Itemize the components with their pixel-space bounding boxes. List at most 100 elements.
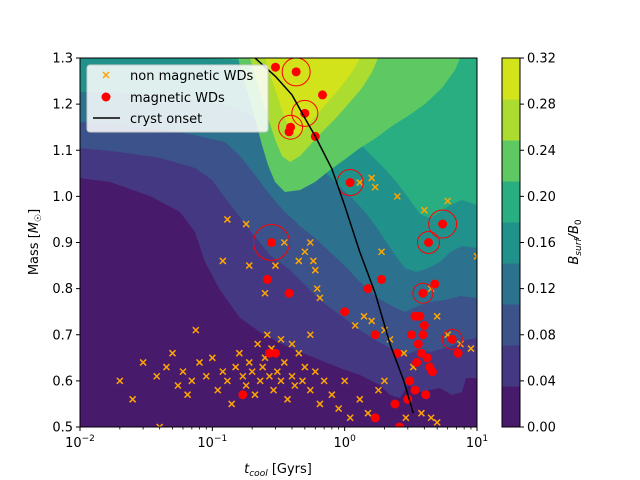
- non-magnetic-wd-point: [288, 372, 296, 380]
- colorbar-tick-label: 0.32: [527, 52, 556, 67]
- non-magnetic-wd-point: [265, 372, 273, 380]
- non-magnetic-wd-point: [335, 405, 343, 413]
- non-magnetic-wd-point: [341, 377, 349, 385]
- y-tick-label: 0.7: [52, 328, 73, 343]
- non-magnetic-wd-point: [473, 252, 477, 260]
- non-magnetic-wd-point: [316, 400, 324, 408]
- magnetic-wd-point: [345, 178, 355, 188]
- magnetic-wd-point: [413, 339, 423, 349]
- magnetic-wd-ring: [281, 58, 311, 87]
- magnetic-wd-point: [395, 422, 405, 427]
- colorbar-tick-label: 0.04: [527, 374, 556, 389]
- magnetic-wd-point: [407, 330, 417, 340]
- y-axis-label: Mass [M☉]: [27, 209, 44, 275]
- y-tick-label: 1.0: [52, 190, 73, 205]
- magnetic-wd-point: [422, 353, 432, 363]
- magnetic-wd-ring: [278, 114, 304, 140]
- cryst-onset-line: [254, 58, 415, 414]
- colorbar-segment: [502, 345, 520, 387]
- non-magnetic-wd-point: [245, 358, 253, 366]
- magnetic-wd-point: [405, 376, 415, 386]
- non-magnetic-wd-point: [427, 414, 435, 422]
- non-magnetic-wd-point: [239, 372, 247, 380]
- colorbar-segment: [502, 386, 520, 428]
- magnetic-wd-point: [363, 284, 373, 294]
- y-tick-label: 0.9: [52, 236, 73, 251]
- non-magnetic-wd-point: [356, 179, 364, 187]
- non-magnetic-wd-point: [351, 321, 359, 330]
- magnetic-wd-point: [267, 238, 277, 247]
- non-magnetic-wd-point: [346, 414, 354, 422]
- non-magnetic-wd-point: [245, 262, 253, 270]
- non-magnetic-wd-point: [156, 423, 164, 427]
- colorbar-segment: [502, 304, 520, 346]
- x-axis: 10−2 10−1 100 101: [65, 427, 488, 451]
- non-magnetic-wd-point: [306, 386, 314, 394]
- non-magnetic-wd-point: [184, 391, 192, 399]
- y-tick-label: 0.8: [52, 282, 73, 297]
- non-magnetic-wd-point: [269, 386, 278, 394]
- legend-label-non-magnetic: non magnetic WDs: [130, 69, 254, 84]
- non-magnetic-wd-point: [295, 349, 303, 357]
- magnetic-wd-point: [447, 334, 457, 344]
- y-axis: 0.5 0.6 0.7 0.8 0.9 1.0 1.1 1.2 1.3: [52, 52, 80, 436]
- non-magnetic-wd-point: [277, 377, 285, 385]
- non-magnetic-wd-point: [311, 266, 319, 274]
- colorbar-segment: [502, 140, 520, 182]
- colorbar-segment: [502, 99, 520, 141]
- non-magnetic-wd-point: [433, 312, 441, 320]
- magnetic-wd-point: [425, 362, 435, 372]
- colorbar-tick-label: 0.28: [527, 98, 556, 113]
- legend-circle-marker: [101, 92, 111, 102]
- magnetic-wd-point: [238, 390, 248, 400]
- non-magnetic-wd-point: [306, 331, 314, 339]
- non-magnetic-wd-point: [214, 386, 222, 394]
- colorbar-tick-label: 0.20: [527, 190, 556, 205]
- magnetic-wd-point: [377, 274, 387, 284]
- non-magnetic-wd-point: [433, 418, 441, 426]
- magnetic-wd-point: [419, 321, 429, 331]
- non-magnetic-wd-point: [259, 363, 267, 371]
- magnetic-wd-point: [438, 219, 448, 229]
- legend-box: [86, 64, 269, 133]
- non-magnetic-wd-point: [242, 220, 250, 228]
- non-magnetic-wd-point: [219, 368, 227, 376]
- magnetic-wd-point: [286, 122, 296, 132]
- non-magnetic-wd-point: [228, 400, 236, 408]
- non-magnetic-wd-point: [283, 395, 292, 403]
- non-magnetic-wd-point: [232, 363, 240, 371]
- magnetic-wd-ring: [416, 231, 440, 254]
- x-tick-label: 101: [466, 434, 488, 451]
- non-magnetic-wd-point: [277, 335, 285, 343]
- non-magnetic-wd-point: [263, 331, 271, 339]
- magnetic-wd-point: [430, 279, 440, 289]
- magnetic-wd-ring: [291, 99, 319, 127]
- magnetic-wd-point: [291, 67, 301, 77]
- magnetic-wd-point: [412, 357, 422, 367]
- y-tick-label: 1.2: [52, 98, 73, 113]
- non-magnetic-wd-point: [202, 372, 210, 380]
- legend-x-marker: [102, 71, 110, 79]
- non-magnetic-wd-point: [174, 381, 182, 390]
- x-tick-label: 100: [334, 434, 357, 451]
- y-tick-label: 1.1: [52, 144, 73, 159]
- legend-label-cryst: cryst onset: [130, 112, 202, 127]
- magnetic-wd-point: [318, 90, 328, 100]
- magnetic-wd-point: [270, 62, 280, 72]
- non-magnetic-wd-point: [374, 386, 382, 394]
- non-magnetic-wd-point: [364, 409, 372, 417]
- non-magnetic-wd-point: [219, 257, 227, 265]
- non-magnetic-wd-point: [116, 377, 124, 385]
- colorbar-tick-label: 0.16: [527, 236, 556, 251]
- non-magnetic-wd-point: [311, 368, 319, 376]
- colorbar-tick-label: 0.08: [527, 328, 556, 343]
- non-magnetic-wd-point: [168, 349, 177, 357]
- non-magnetic-wd-point: [360, 312, 368, 320]
- contour-level-8: [265, 58, 360, 136]
- non-magnetic-wd-point: [320, 377, 328, 385]
- non-magnetic-wd-point: [306, 238, 314, 247]
- non-magnetic-wd-point: [208, 354, 216, 362]
- magnetic-wd-point: [264, 348, 274, 358]
- non-magnetic-wd-point: [467, 345, 475, 353]
